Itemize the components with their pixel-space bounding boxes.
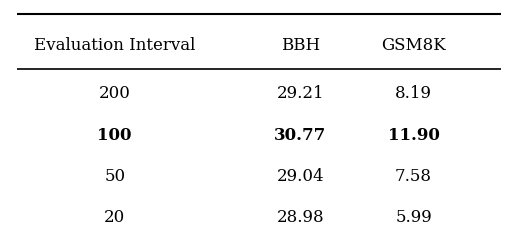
Text: GSM8K: GSM8K [381, 37, 446, 54]
Text: 100: 100 [97, 127, 132, 144]
Text: 30.77: 30.77 [274, 127, 326, 144]
Text: Evaluation Interval: Evaluation Interval [34, 37, 195, 54]
Text: 8.19: 8.19 [395, 85, 432, 102]
Text: 50: 50 [104, 168, 125, 185]
Text: 29.21: 29.21 [277, 85, 324, 102]
Text: BBH: BBH [281, 37, 320, 54]
Text: 20: 20 [104, 209, 125, 226]
Text: 29.04: 29.04 [277, 168, 324, 185]
Text: 7.58: 7.58 [395, 168, 432, 185]
Text: 200: 200 [99, 85, 131, 102]
Text: 28.98: 28.98 [277, 209, 324, 226]
Text: 5.99: 5.99 [395, 209, 432, 226]
Text: 11.90: 11.90 [387, 127, 439, 144]
